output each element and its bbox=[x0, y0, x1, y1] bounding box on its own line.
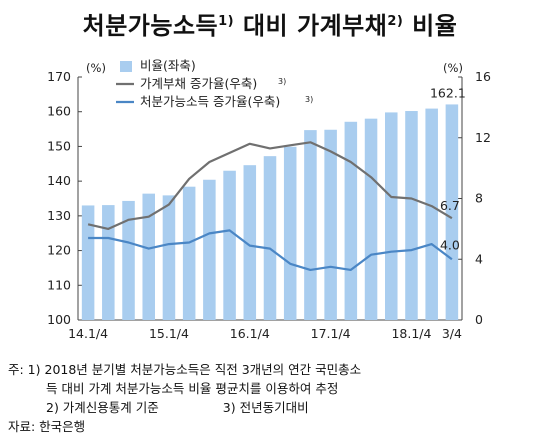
annotation-debt-last: 6.7 bbox=[440, 198, 460, 213]
title-footnote-2: 2) bbox=[387, 14, 404, 29]
annotation-income-last: 4.0 bbox=[440, 237, 460, 252]
right-tick-label: 12 bbox=[475, 130, 491, 145]
x-tick-label: 16.1/4 bbox=[230, 326, 270, 341]
bar-ratio bbox=[445, 104, 459, 320]
bar-ratio bbox=[425, 108, 438, 320]
x-tick-label: 3/4 bbox=[442, 326, 462, 341]
line-household-debt-growth bbox=[87, 141, 453, 230]
bar-ratio bbox=[304, 130, 317, 320]
bar-ratio bbox=[405, 111, 418, 321]
footnotes: 주: 1) 2018년 분기별 처분가능소득은 직전 3개년의 연간 국민총소 … bbox=[8, 360, 538, 436]
left-tick-label: 160 bbox=[47, 104, 71, 119]
bar-ratio bbox=[384, 112, 398, 320]
bar-ratio bbox=[324, 129, 337, 320]
x-tick-label: 17.1/4 bbox=[311, 326, 351, 341]
title-part-1: 처분가능소득 bbox=[82, 12, 219, 40]
title-part-3: 비율 bbox=[403, 12, 458, 40]
left-tick-label: 120 bbox=[47, 243, 71, 258]
line-disposable-income-growth bbox=[88, 229, 453, 271]
bar-ratio bbox=[81, 205, 95, 320]
left-tick-label: 100 bbox=[47, 312, 71, 327]
bar-ratio bbox=[182, 186, 196, 320]
legend-label-income: 처분가능소득 증가율(우축) bbox=[140, 94, 280, 109]
title-part-2: 대비 가계부채 bbox=[234, 12, 388, 40]
legend-label-ratio: 비율(좌축) bbox=[140, 58, 196, 73]
bar-ratio bbox=[102, 205, 115, 320]
bar-ratio bbox=[283, 146, 297, 320]
note-1-line-2: 득 대비 가계 처분가능소득 비율 평균치를 이용하여 추정 bbox=[46, 381, 339, 396]
right-tick-label: 4 bbox=[475, 251, 483, 266]
annotation-ratio-last: 162.1 bbox=[430, 85, 466, 100]
note-2-3-line: 2) 가계신용통계 기준 3) 전년동기대비 bbox=[8, 398, 538, 417]
source-note: 자료: 한국은행 bbox=[8, 419, 86, 434]
note-2: 2) 가계신용통계 기준 bbox=[46, 400, 159, 415]
x-tick-label: 15.1/4 bbox=[149, 326, 189, 341]
bar-ratio bbox=[203, 179, 216, 320]
left-tick-label: 110 bbox=[47, 277, 71, 292]
bar-ratio bbox=[243, 165, 257, 320]
left-tick-label: 170 bbox=[47, 69, 71, 84]
legend-label-debt-sup: 3) bbox=[278, 77, 286, 86]
legend-label-income-sup: 3) bbox=[305, 95, 313, 104]
bar-ratio bbox=[142, 193, 156, 320]
note-1-line-1: 주: 1) 2018년 분기별 처분가능소득은 직전 3개년의 연간 국민총소 bbox=[8, 362, 362, 377]
note-3: 3) 전년동기대비 bbox=[222, 400, 309, 415]
chart-title: 처분가능소득1) 대비 가계부채2) 비율 bbox=[0, 6, 540, 41]
left-axis-unit: (%) bbox=[86, 61, 106, 75]
legend-swatch-ratio bbox=[120, 61, 132, 72]
bar-ratio bbox=[364, 118, 378, 321]
right-axis-unit: (%) bbox=[443, 61, 463, 75]
left-tick-label: 150 bbox=[47, 138, 71, 153]
bar-ratio bbox=[223, 170, 236, 320]
x-tick-label: 14.1/4 bbox=[68, 326, 108, 341]
left-tick-label: 140 bbox=[47, 173, 71, 188]
bar-ratio bbox=[263, 156, 277, 320]
title-footnote-1: 1) bbox=[218, 14, 235, 29]
right-tick-label: 8 bbox=[475, 191, 483, 206]
right-tick-label: 0 bbox=[475, 312, 483, 327]
right-tick-label: 16 bbox=[475, 69, 491, 84]
left-tick-label: 130 bbox=[47, 208, 71, 223]
x-tick-label: 18.1/4 bbox=[391, 326, 431, 341]
bar-ratio bbox=[344, 121, 358, 320]
bar-ratio bbox=[162, 195, 176, 320]
bar-ratio bbox=[122, 200, 135, 320]
legend-label-debt: 가계부채 증가율(우축) bbox=[140, 76, 257, 91]
